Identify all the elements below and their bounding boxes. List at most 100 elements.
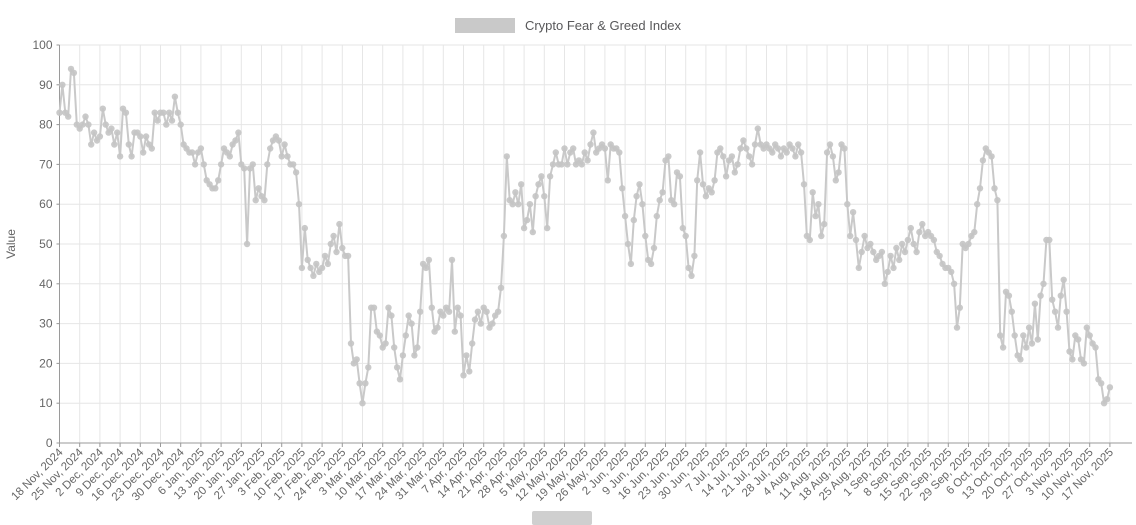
data-point[interactable]	[376, 332, 383, 339]
data-point[interactable]	[647, 260, 655, 268]
data-point[interactable]	[128, 153, 135, 160]
data-point[interactable]	[948, 268, 955, 276]
data-point[interactable]	[385, 304, 392, 311]
data-point[interactable]	[232, 137, 239, 144]
data-point[interactable]	[708, 189, 715, 196]
data-point[interactable]	[696, 149, 704, 156]
data-point[interactable]	[901, 248, 909, 256]
data-point[interactable]	[96, 133, 104, 140]
data-point[interactable]	[546, 173, 554, 180]
data-point[interactable]	[861, 232, 868, 240]
data-point[interactable]	[111, 141, 118, 148]
data-point[interactable]	[166, 109, 173, 116]
data-point[interactable]	[264, 161, 271, 168]
data-point[interactable]	[795, 141, 802, 148]
data-point[interactable]	[1083, 324, 1091, 331]
legend-swatch[interactable]	[454, 18, 515, 33]
data-point[interactable]	[189, 149, 196, 156]
data-point[interactable]	[956, 304, 963, 311]
data-point[interactable]	[570, 145, 577, 152]
data-point[interactable]	[578, 161, 585, 168]
data-point[interactable]	[500, 232, 508, 240]
data-point[interactable]	[665, 153, 672, 160]
data-point[interactable]	[318, 264, 326, 272]
data-point[interactable]	[659, 189, 666, 196]
data-point[interactable]	[399, 352, 407, 359]
data-point[interactable]	[1054, 324, 1062, 331]
data-point[interactable]	[858, 248, 865, 256]
data-point[interactable]	[448, 256, 456, 264]
data-point[interactable]	[477, 320, 484, 327]
data-point[interactable]	[301, 224, 308, 232]
data-point[interactable]	[445, 308, 453, 315]
data-point[interactable]	[841, 145, 848, 152]
data-point[interactable]	[1017, 356, 1024, 363]
data-point[interactable]	[370, 304, 378, 311]
data-point[interactable]	[890, 264, 897, 272]
data-point[interactable]	[1031, 300, 1039, 307]
data-point[interactable]	[728, 153, 736, 160]
data-point[interactable]	[913, 248, 920, 256]
data-point[interactable]	[979, 157, 987, 164]
data-point[interactable]	[878, 248, 886, 256]
data-point[interactable]	[642, 232, 649, 240]
data-point[interactable]	[526, 201, 534, 208]
data-point[interactable]	[313, 260, 320, 268]
data-point[interactable]	[806, 236, 813, 244]
data-point[interactable]	[414, 344, 421, 351]
data-point[interactable]	[168, 117, 176, 124]
data-point[interactable]	[590, 129, 597, 136]
data-point[interactable]	[59, 81, 66, 89]
data-point[interactable]	[584, 157, 591, 164]
data-point[interactable]	[682, 232, 689, 240]
data-point[interactable]	[847, 232, 854, 240]
data-point[interactable]	[694, 177, 701, 184]
data-point[interactable]	[494, 308, 502, 315]
data-point[interactable]	[324, 260, 332, 268]
data-point[interactable]	[1057, 292, 1065, 299]
data-point[interactable]	[1060, 276, 1067, 283]
data-point[interactable]	[653, 212, 660, 220]
data-point[interactable]	[1037, 292, 1044, 299]
data-point[interactable]	[1092, 344, 1099, 351]
data-point[interactable]	[489, 320, 496, 327]
data-point[interactable]	[731, 169, 738, 176]
data-point[interactable]	[976, 185, 984, 192]
data-point[interactable]	[950, 280, 958, 287]
data-point[interactable]	[800, 181, 808, 188]
data-point[interactable]	[85, 121, 92, 128]
data-point[interactable]	[425, 256, 433, 264]
data-point[interactable]	[469, 340, 476, 347]
data-point[interactable]	[359, 400, 366, 407]
data-point[interactable]	[633, 193, 640, 200]
data-point[interactable]	[160, 109, 167, 116]
data-point[interactable]	[884, 268, 891, 276]
data-point[interactable]	[290, 161, 297, 168]
data-point[interactable]	[835, 169, 842, 176]
data-point[interactable]	[65, 113, 72, 120]
data-point[interactable]	[720, 153, 727, 160]
data-point[interactable]	[656, 197, 663, 204]
data-point[interactable]	[466, 368, 473, 375]
data-point[interactable]	[148, 145, 155, 152]
data-point[interactable]	[711, 177, 718, 184]
data-point[interactable]	[307, 264, 314, 272]
data-point[interactable]	[1005, 292, 1013, 299]
data-point[interactable]	[391, 344, 398, 351]
data-point[interactable]	[471, 316, 479, 323]
data-point[interactable]	[1098, 380, 1105, 387]
data-point[interactable]	[82, 113, 89, 120]
data-point[interactable]	[544, 224, 551, 232]
data-point[interactable]	[1020, 332, 1027, 339]
data-point[interactable]	[1011, 332, 1018, 339]
data-point[interactable]	[408, 320, 415, 327]
data-point[interactable]	[457, 312, 464, 319]
data-point[interactable]	[532, 193, 539, 200]
data-point[interactable]	[561, 145, 568, 152]
data-point[interactable]	[748, 161, 756, 168]
data-point[interactable]	[627, 260, 635, 268]
data-point[interactable]	[621, 212, 629, 220]
data-point[interactable]	[616, 149, 623, 156]
data-point[interactable]	[151, 109, 158, 116]
data-point[interactable]	[552, 149, 559, 156]
